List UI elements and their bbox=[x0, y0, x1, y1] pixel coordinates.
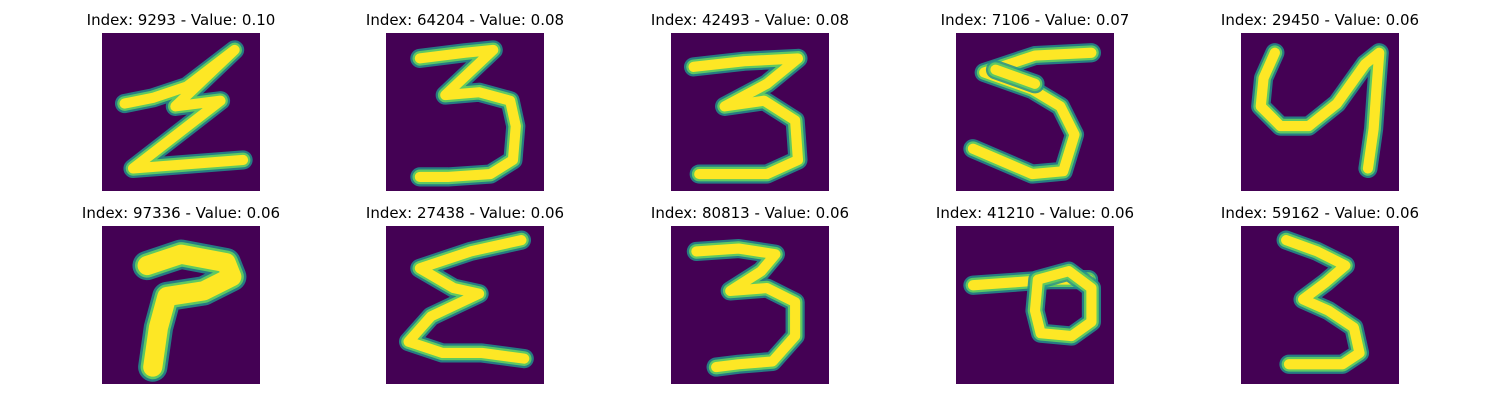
digit-image bbox=[102, 33, 260, 191]
digit-image bbox=[956, 226, 1114, 384]
digit-image bbox=[671, 226, 829, 384]
digit-image bbox=[1241, 226, 1399, 384]
digit-image bbox=[386, 226, 544, 384]
digit-panel: Index: 59162 - Value: 0.06 bbox=[1190, 203, 1450, 383]
digit-panel: Index: 7106 - Value: 0.07 bbox=[905, 10, 1165, 190]
digit-panel: Index: 42493 - Value: 0.08 bbox=[620, 10, 880, 190]
panel-title: Index: 27438 - Value: 0.06 bbox=[335, 203, 595, 223]
panel-title: Index: 41210 - Value: 0.06 bbox=[905, 203, 1165, 223]
panel-title: Index: 29450 - Value: 0.06 bbox=[1190, 10, 1450, 30]
panel-title: Index: 9293 - Value: 0.10 bbox=[51, 10, 311, 30]
panel-title: Index: 64204 - Value: 0.08 bbox=[335, 10, 595, 30]
digit-panel: Index: 64204 - Value: 0.08 bbox=[335, 10, 595, 190]
panel-title: Index: 7106 - Value: 0.07 bbox=[905, 10, 1165, 30]
panel-title: Index: 59162 - Value: 0.06 bbox=[1190, 203, 1450, 223]
digit-image bbox=[102, 226, 260, 384]
digit-panel: Index: 97336 - Value: 0.06 bbox=[51, 203, 311, 383]
panel-title: Index: 80813 - Value: 0.06 bbox=[620, 203, 880, 223]
digit-panel: Index: 29450 - Value: 0.06 bbox=[1190, 10, 1450, 190]
digit-panel: Index: 80813 - Value: 0.06 bbox=[620, 203, 880, 383]
digit-panel: Index: 9293 - Value: 0.10 bbox=[51, 10, 311, 190]
panel-title: Index: 42493 - Value: 0.08 bbox=[620, 10, 880, 30]
digit-image bbox=[386, 33, 544, 191]
digit-image bbox=[1241, 33, 1399, 191]
digit-panel: Index: 27438 - Value: 0.06 bbox=[335, 203, 595, 383]
digit-image bbox=[671, 33, 829, 191]
digit-panel: Index: 41210 - Value: 0.06 bbox=[905, 203, 1165, 383]
panel-title: Index: 97336 - Value: 0.06 bbox=[51, 203, 311, 223]
digit-image bbox=[956, 33, 1114, 191]
